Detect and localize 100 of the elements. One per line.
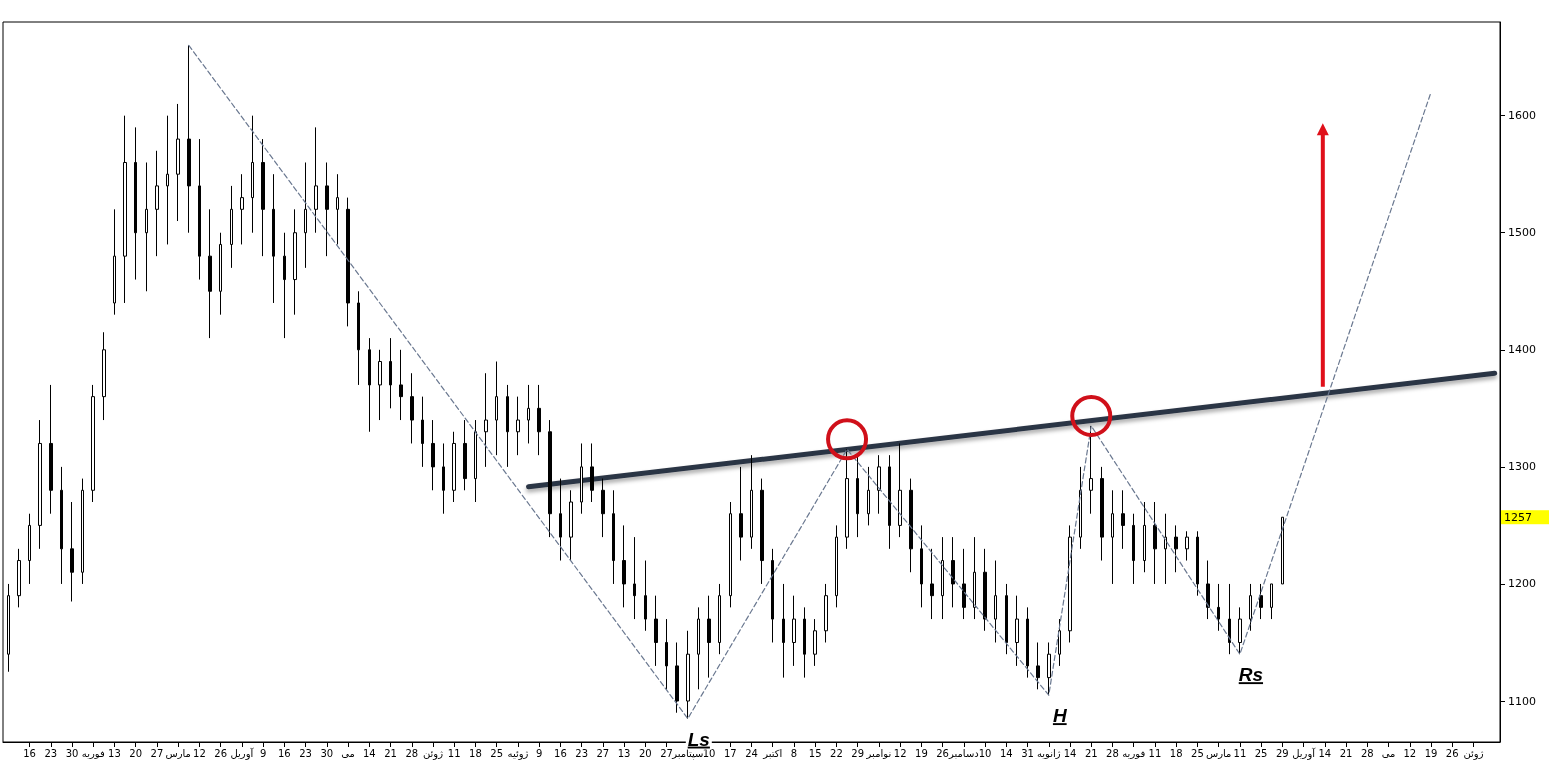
candlestick	[399, 349, 403, 421]
candlestick	[91, 384, 95, 503]
candlestick	[580, 442, 583, 515]
candlestick	[325, 161, 329, 257]
candlestick	[1164, 513, 1167, 585]
x-tick-label: 28	[1106, 747, 1119, 759]
candlestick	[1217, 583, 1220, 632]
candlestick	[707, 595, 711, 679]
candlestick	[219, 232, 222, 316]
x-tick-label: 11	[447, 747, 461, 759]
x-tick-label: 23	[299, 747, 312, 759]
candlestick	[845, 448, 849, 550]
x-tick-label: 14	[362, 747, 376, 759]
x-tick-label: 28	[1360, 747, 1374, 759]
candlestick	[1058, 618, 1061, 667]
candlestick	[1185, 530, 1189, 562]
candlestick	[1259, 583, 1263, 620]
candlestick	[1005, 583, 1008, 655]
candlestick	[1228, 583, 1231, 655]
x-tick-label: 9	[259, 747, 267, 759]
candlestick	[697, 606, 700, 690]
x-tick-label: 16	[277, 747, 291, 759]
x-tick-label: 15	[808, 747, 822, 759]
x-tick-label: 29	[851, 747, 865, 759]
candlestick	[1047, 641, 1051, 696]
candlestick	[590, 442, 594, 503]
candlestick	[824, 583, 828, 643]
candlestick	[1281, 516, 1284, 585]
candlestick	[1026, 606, 1029, 679]
candlestick	[983, 548, 987, 632]
candlestick	[1111, 489, 1114, 585]
x-tick-label: می	[1381, 747, 1396, 759]
candlestick	[930, 548, 934, 620]
x-tick-label: ژانویه	[1036, 747, 1061, 759]
candlestick	[739, 466, 743, 562]
x-tick-label: 12	[1403, 747, 1417, 759]
x-tick-label: اکتبر	[762, 747, 783, 759]
candlestick	[1121, 489, 1125, 550]
candlestick	[686, 630, 690, 720]
x-tick-label: 18	[1169, 747, 1183, 759]
candlestick	[962, 548, 966, 620]
candlestick	[389, 337, 392, 409]
candlestick	[60, 466, 63, 585]
candlestick	[7, 583, 10, 673]
x-tick-label: 9	[535, 747, 543, 759]
x-tick-label: 27	[660, 747, 673, 759]
candlestick	[909, 478, 913, 573]
candlestick	[792, 595, 796, 667]
x-tick-label: 8	[790, 747, 798, 759]
x-tick-label: 16	[554, 747, 567, 759]
x-tick-label: 25	[490, 747, 504, 759]
x-tick-label: 27	[150, 747, 164, 759]
x-tick-label: 14	[1063, 747, 1077, 759]
candlestick	[208, 208, 212, 339]
candlestick	[877, 454, 881, 515]
candlestick	[134, 126, 137, 281]
candlestick	[357, 290, 360, 386]
x-tick-label: 11	[1148, 747, 1162, 759]
candlestick	[537, 384, 541, 456]
candlestick	[888, 454, 891, 550]
annotation: H	[1052, 705, 1068, 727]
x-tick-label: 25	[1254, 747, 1268, 759]
x-tick-label: 21	[384, 747, 397, 759]
candlestick	[336, 173, 339, 245]
x-tick-label: 26	[936, 747, 949, 759]
x-tick-label: 16	[23, 747, 36, 759]
x-tick-label: 12	[193, 747, 206, 759]
candlestick	[28, 513, 31, 585]
x-tick-label: دسامبر	[947, 747, 979, 759]
annotation: Rs	[1238, 664, 1264, 686]
candlestick	[378, 349, 382, 421]
candlestick	[973, 536, 976, 620]
x-tick-label: آوریل	[230, 746, 255, 760]
candlestick	[230, 185, 233, 269]
candlestick	[1036, 641, 1040, 690]
candlestick	[506, 384, 509, 468]
x-tick-label: 13	[617, 747, 631, 759]
candlestick	[994, 560, 997, 643]
x-tick-label: 30	[320, 747, 334, 759]
candlestick	[123, 115, 127, 304]
x-tick-label: آوریل	[1292, 746, 1317, 760]
candlestick	[240, 173, 244, 245]
x-tick-label: 10	[978, 747, 992, 759]
candlestick	[474, 419, 477, 503]
candlestick	[750, 454, 753, 550]
candlestick	[410, 372, 414, 444]
candlestick	[102, 331, 106, 421]
y-tick-label: 1300	[1508, 460, 1536, 474]
candlestick	[654, 595, 658, 667]
x-tick-label: 11	[1233, 747, 1247, 759]
candlestick	[1270, 583, 1273, 620]
candlestick	[421, 396, 424, 468]
x-tick-label: 23	[575, 747, 588, 759]
candlestick	[622, 524, 626, 608]
candlestick	[569, 489, 573, 562]
candlestick	[633, 536, 636, 620]
candlestick	[760, 478, 764, 585]
x-tick-label: 30	[65, 747, 79, 759]
candlestick	[81, 478, 84, 585]
candlestick	[1132, 513, 1135, 585]
